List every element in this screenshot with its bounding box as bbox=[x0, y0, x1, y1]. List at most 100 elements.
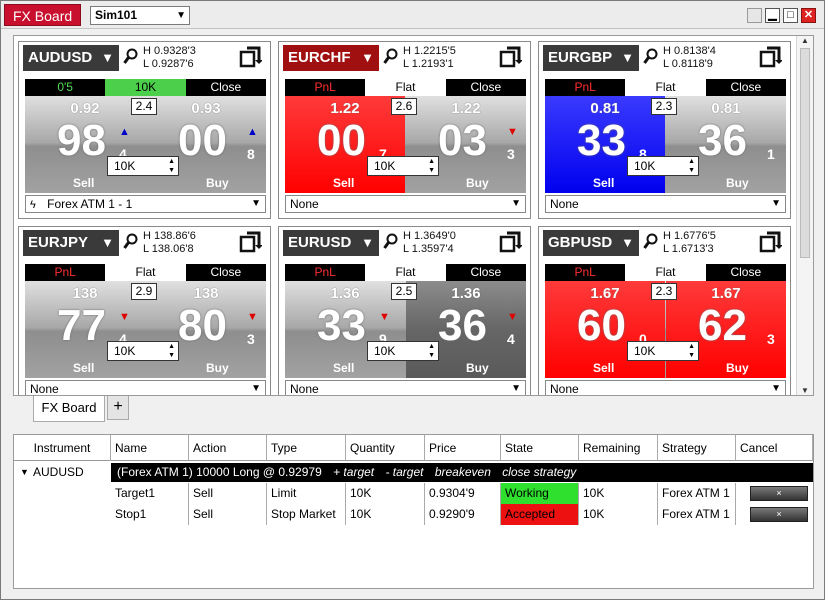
remove-target-link[interactable]: - target bbox=[385, 465, 424, 479]
atm-strategy-select[interactable]: None ▼ bbox=[545, 195, 786, 213]
spinner-arrows-icon[interactable]: ▲ ▼ bbox=[688, 158, 695, 174]
instrument-selector[interactable]: EURUSD ▼ bbox=[283, 230, 379, 256]
sell-button[interactable]: 1.36 33 ▼ 9 Sell bbox=[285, 281, 405, 378]
scroll-up-icon[interactable]: ▲ bbox=[801, 36, 809, 45]
buy-button[interactable]: 1.67 62 3 Buy bbox=[666, 281, 786, 378]
search-icon[interactable] bbox=[383, 48, 399, 66]
search-icon[interactable] bbox=[123, 233, 139, 251]
buy-button[interactable]: 138 80 ▼ 3 Buy bbox=[146, 281, 266, 378]
reverse-position-icon[interactable] bbox=[498, 231, 523, 255]
collapse-triangle-icon[interactable]: ▼ bbox=[20, 467, 29, 477]
search-icon[interactable] bbox=[383, 233, 399, 251]
column-header-cancel[interactable]: Cancel bbox=[736, 435, 813, 461]
tab-fx-board[interactable]: FX Board bbox=[33, 396, 105, 422]
order-row[interactable]: Stop1 Sell Stop Market 10K 0.9290'9 Accepted 1… bbox=[14, 504, 813, 525]
maximize-button[interactable]: □ bbox=[783, 8, 798, 23]
quantity-stepper[interactable]: 10K ▲ ▼ bbox=[367, 341, 439, 361]
close-button[interactable]: ✕ bbox=[801, 8, 816, 23]
instrument-group-row[interactable]: ▼ AUDUSD (Forex ATM 1) 10000 Long @ 0.92… bbox=[14, 463, 813, 482]
order-strategy: Forex ATM 1 bbox=[658, 483, 736, 504]
instrument-selector[interactable]: GBPUSD ▼ bbox=[543, 230, 639, 256]
instrument-selector[interactable]: AUDUSD ▼ bbox=[23, 45, 119, 71]
close-position-button[interactable]: Close bbox=[470, 80, 502, 94]
buy-button[interactable]: 1.22 03 ▼ 3 Buy bbox=[406, 96, 526, 193]
reverse-position-icon[interactable] bbox=[758, 46, 783, 70]
ask-pips: 03 bbox=[438, 116, 487, 165]
buy-label: Buy bbox=[206, 176, 229, 190]
minimize-button[interactable]: ▁ bbox=[765, 8, 780, 23]
atm-strategy-select[interactable]: None ▼ bbox=[285, 380, 526, 396]
close-position-button[interactable]: Close bbox=[730, 80, 762, 94]
atm-strategy-select[interactable]: None ▼ bbox=[545, 380, 786, 396]
vertical-scrollbar[interactable]: ▲ ▼ bbox=[796, 36, 813, 395]
column-header-price[interactable]: Price bbox=[425, 435, 501, 461]
instrument-selector[interactable]: EURCHF ▼ bbox=[283, 45, 379, 71]
sell-button[interactable]: 138 77 ▼ 4 Sell bbox=[25, 281, 145, 378]
fx-tile-audusd: AUDUSD ▼ H 0.9328'3 L 0.9287'6 0'5 10K C… bbox=[18, 41, 271, 219]
cancel-order-button[interactable]: × bbox=[750, 486, 808, 501]
ask-fractional-pip: 4 bbox=[507, 331, 515, 347]
reverse-position-icon[interactable] bbox=[238, 46, 263, 70]
spinner-arrows-icon[interactable]: ▲ ▼ bbox=[428, 158, 435, 174]
add-tab-button[interactable]: + bbox=[107, 396, 129, 420]
quantity-stepper[interactable]: 10K ▲ ▼ bbox=[627, 341, 699, 361]
sell-button[interactable]: 0.92 98 ▲ 4 Sell bbox=[25, 96, 145, 193]
close-position-button[interactable]: Close bbox=[210, 265, 242, 279]
column-header-instrument[interactable]: Instrument bbox=[14, 435, 111, 461]
quantity-stepper[interactable]: 10K ▲ ▼ bbox=[107, 156, 179, 176]
column-header-quantity[interactable]: Quantity bbox=[346, 435, 425, 461]
reverse-position-icon[interactable] bbox=[498, 46, 523, 70]
buy-button[interactable]: 1.36 36 ▼ 4 Buy bbox=[406, 281, 526, 378]
column-header-type[interactable]: Type bbox=[267, 435, 346, 461]
cancel-order-button[interactable]: × bbox=[750, 507, 808, 522]
tick-up-icon: ▲ bbox=[247, 126, 258, 138]
breakeven-link[interactable]: breakeven bbox=[434, 465, 491, 479]
add-target-link[interactable]: + target bbox=[333, 465, 375, 479]
column-header-remaining[interactable]: Remaining bbox=[579, 435, 658, 461]
account-select[interactable]: Sim101 ▼ bbox=[90, 6, 190, 25]
atm-strategy-select[interactable]: None ▼ bbox=[25, 380, 266, 395]
close-position-button[interactable]: Close bbox=[730, 265, 762, 279]
spinner-arrows-icon[interactable]: ▲ ▼ bbox=[168, 343, 175, 359]
pnl-display: PnL bbox=[574, 80, 596, 94]
atm-strategy-select[interactable]: None ▼ bbox=[285, 195, 526, 213]
quantity-stepper[interactable]: 10K ▲ ▼ bbox=[627, 156, 699, 176]
column-header-strategy[interactable]: Strategy bbox=[658, 435, 736, 461]
sell-label: Sell bbox=[593, 361, 615, 375]
scroll-down-icon[interactable]: ▼ bbox=[801, 386, 809, 395]
order-row[interactable]: Target1 Sell Limit 10K 0.9304'9 Working 10K For… bbox=[14, 483, 813, 504]
reverse-position-icon[interactable] bbox=[238, 231, 263, 255]
column-header-state[interactable]: State bbox=[501, 435, 579, 461]
group-instrument: AUDUSD bbox=[33, 465, 84, 479]
atm-strategy-value: None bbox=[550, 382, 579, 396]
high-low-display: H 1.2215'5 L 1.2193'1 bbox=[403, 45, 456, 71]
instrument-selector[interactable]: EURJPY ▼ bbox=[23, 230, 119, 256]
quantity-stepper[interactable]: 10K ▲ ▼ bbox=[107, 341, 179, 361]
sell-button[interactable]: 1.67 60 0 Sell bbox=[545, 281, 665, 378]
order-quantity: 10K bbox=[346, 504, 425, 525]
close-strategy-link[interactable]: close strategy bbox=[502, 465, 577, 479]
instrument-selector[interactable]: EURGBP ▼ bbox=[543, 45, 639, 71]
sell-button[interactable]: 1.22 00 7 Sell bbox=[285, 96, 405, 193]
search-icon[interactable] bbox=[643, 48, 659, 66]
restore-icon[interactable] bbox=[747, 8, 762, 23]
atm-strategy-select[interactable]: ϟ Forex ATM 1 - 1 ▼ bbox=[25, 195, 266, 213]
column-header-name[interactable]: Name bbox=[111, 435, 189, 461]
buy-button[interactable]: 0.93 00 ▲ 8 Buy bbox=[146, 96, 266, 193]
ask-big-figure: 0.93 bbox=[191, 100, 221, 117]
spinner-arrows-icon[interactable]: ▲ ▼ bbox=[688, 343, 695, 359]
quantity-stepper[interactable]: 10K ▲ ▼ bbox=[367, 156, 439, 176]
close-position-button[interactable]: Close bbox=[470, 265, 502, 279]
spinner-arrows-icon[interactable]: ▲ ▼ bbox=[168, 158, 175, 174]
reverse-position-icon[interactable] bbox=[758, 231, 783, 255]
search-icon[interactable] bbox=[643, 233, 659, 251]
search-icon[interactable] bbox=[123, 48, 139, 66]
column-header-action[interactable]: Action bbox=[189, 435, 267, 461]
close-position-button[interactable]: Close bbox=[210, 80, 242, 94]
sell-button[interactable]: 0.81 33 8 Sell bbox=[545, 96, 665, 193]
buy-button[interactable]: 0.81 36 1 Buy bbox=[666, 96, 786, 193]
spinner-arrows-icon[interactable]: ▲ ▼ bbox=[428, 343, 435, 359]
scroll-thumb[interactable] bbox=[800, 48, 810, 258]
atm-strategy-value: None bbox=[290, 382, 319, 396]
